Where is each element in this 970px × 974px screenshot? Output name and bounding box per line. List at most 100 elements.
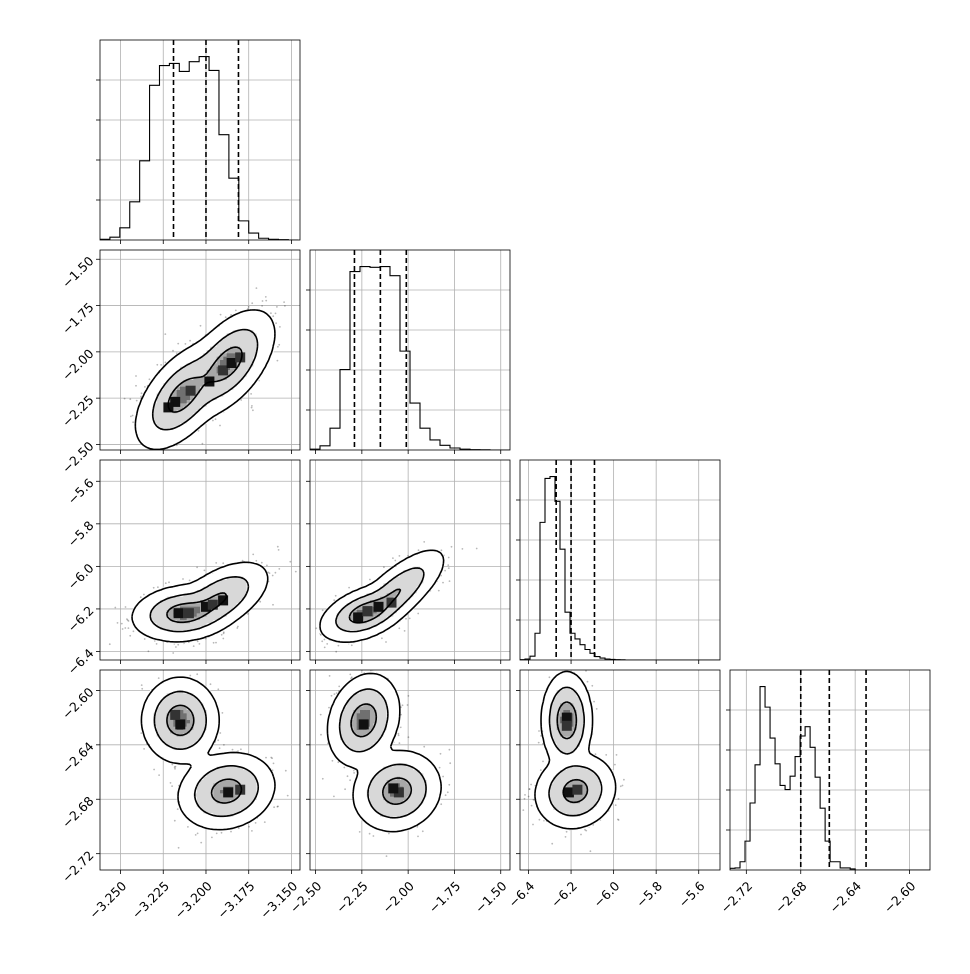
- density-cell: [147, 620, 151, 624]
- density-cell: [210, 390, 214, 394]
- density-cell: [193, 350, 197, 354]
- density-cell: [237, 567, 241, 571]
- density-cell: [140, 617, 144, 621]
- density-cell: [250, 577, 254, 581]
- sample-point: [255, 560, 257, 562]
- density-cell: [180, 417, 184, 421]
- density-cell: [203, 357, 207, 361]
- density-cell: [220, 330, 224, 334]
- density-cell: [193, 593, 197, 597]
- density-cell: [163, 620, 167, 624]
- density-cell: [257, 370, 261, 374]
- density-cell: [167, 593, 171, 597]
- sample-point: [193, 645, 195, 647]
- density-cell: [177, 377, 181, 381]
- sample-point: [122, 628, 124, 630]
- density-cell: [223, 620, 227, 624]
- density-cell: [247, 333, 251, 337]
- density-cell: [160, 593, 164, 597]
- density-cell: [200, 420, 204, 424]
- density-cell: [257, 570, 261, 574]
- density-cell: [160, 423, 164, 427]
- density-cell: [227, 340, 231, 344]
- density-cell: [263, 320, 267, 324]
- density-cell: [173, 433, 177, 437]
- sample-point: [129, 398, 131, 400]
- density-cell: [240, 383, 244, 387]
- density-cell: [207, 590, 211, 594]
- density-cell: [183, 430, 187, 434]
- density-cell: [173, 590, 177, 594]
- density-cell: [230, 323, 234, 327]
- sample-point: [265, 300, 267, 302]
- density-cell: [207, 393, 211, 397]
- density-cell: [247, 373, 251, 377]
- histogram-panel-2: [516, 460, 720, 664]
- sample-point: [109, 643, 111, 645]
- density-cell: [197, 620, 201, 624]
- sample-point: [369, 579, 371, 581]
- density-cell: [150, 603, 154, 607]
- density-cell: [217, 400, 221, 404]
- density-cell: [170, 430, 174, 434]
- density-cell: [227, 337, 231, 341]
- density-cell: [220, 623, 224, 627]
- density-cell: [267, 350, 271, 354]
- density-cell: [240, 583, 244, 587]
- density-cell: [177, 627, 181, 631]
- density-cell: [163, 393, 167, 397]
- density-cell: [223, 403, 227, 407]
- density-cell: [177, 380, 181, 384]
- density-cell: [223, 583, 227, 587]
- density-cell: [260, 313, 264, 317]
- density-cell: [187, 370, 191, 374]
- density-cell: [143, 600, 147, 604]
- density-cell: [173, 637, 177, 641]
- sample-point: [259, 601, 261, 603]
- density-cell: [177, 363, 181, 367]
- density-cell: [173, 420, 177, 424]
- density-cell: [257, 367, 261, 371]
- sample-point: [276, 306, 278, 308]
- density-cell: [207, 363, 211, 367]
- density-cell: [230, 580, 234, 584]
- density-cell: [260, 360, 264, 364]
- density-cell: [267, 343, 271, 347]
- density-cell: [180, 433, 184, 437]
- density-cell: [233, 597, 237, 601]
- density-cell: [220, 357, 224, 361]
- density-cell: [197, 400, 201, 404]
- sample-point: [447, 564, 449, 566]
- sample-point: [405, 618, 407, 620]
- density-cell: [187, 430, 191, 434]
- density-cell: [187, 413, 191, 417]
- density-cell: [210, 387, 214, 391]
- density-cell: [227, 587, 231, 591]
- density-cell: [260, 330, 264, 334]
- sample-point: [156, 451, 158, 453]
- density-cell: [213, 577, 217, 581]
- density-cell: [187, 587, 191, 591]
- sample-point: [199, 643, 201, 645]
- density-cell: [253, 363, 257, 367]
- density-cell: [133, 617, 137, 621]
- density-cell: [230, 597, 234, 601]
- density-cell: [177, 407, 181, 411]
- density-cell: [243, 573, 247, 577]
- density-cell: [140, 417, 144, 421]
- density-cell: [230, 590, 234, 594]
- sample-point: [272, 315, 274, 317]
- density-cell: [153, 440, 157, 444]
- density-cell: [203, 390, 207, 394]
- density-cell: [240, 387, 244, 391]
- sample-point: [136, 400, 138, 402]
- density-cell: [157, 593, 161, 597]
- density-cell: [157, 620, 161, 624]
- density-cell: [207, 397, 211, 401]
- histogram-panel-1: [306, 250, 510, 454]
- density-cell: [140, 433, 144, 437]
- density-cell: [167, 433, 171, 437]
- density-cell: [243, 330, 247, 334]
- density-cell: [253, 597, 257, 601]
- density-cell: [197, 370, 201, 374]
